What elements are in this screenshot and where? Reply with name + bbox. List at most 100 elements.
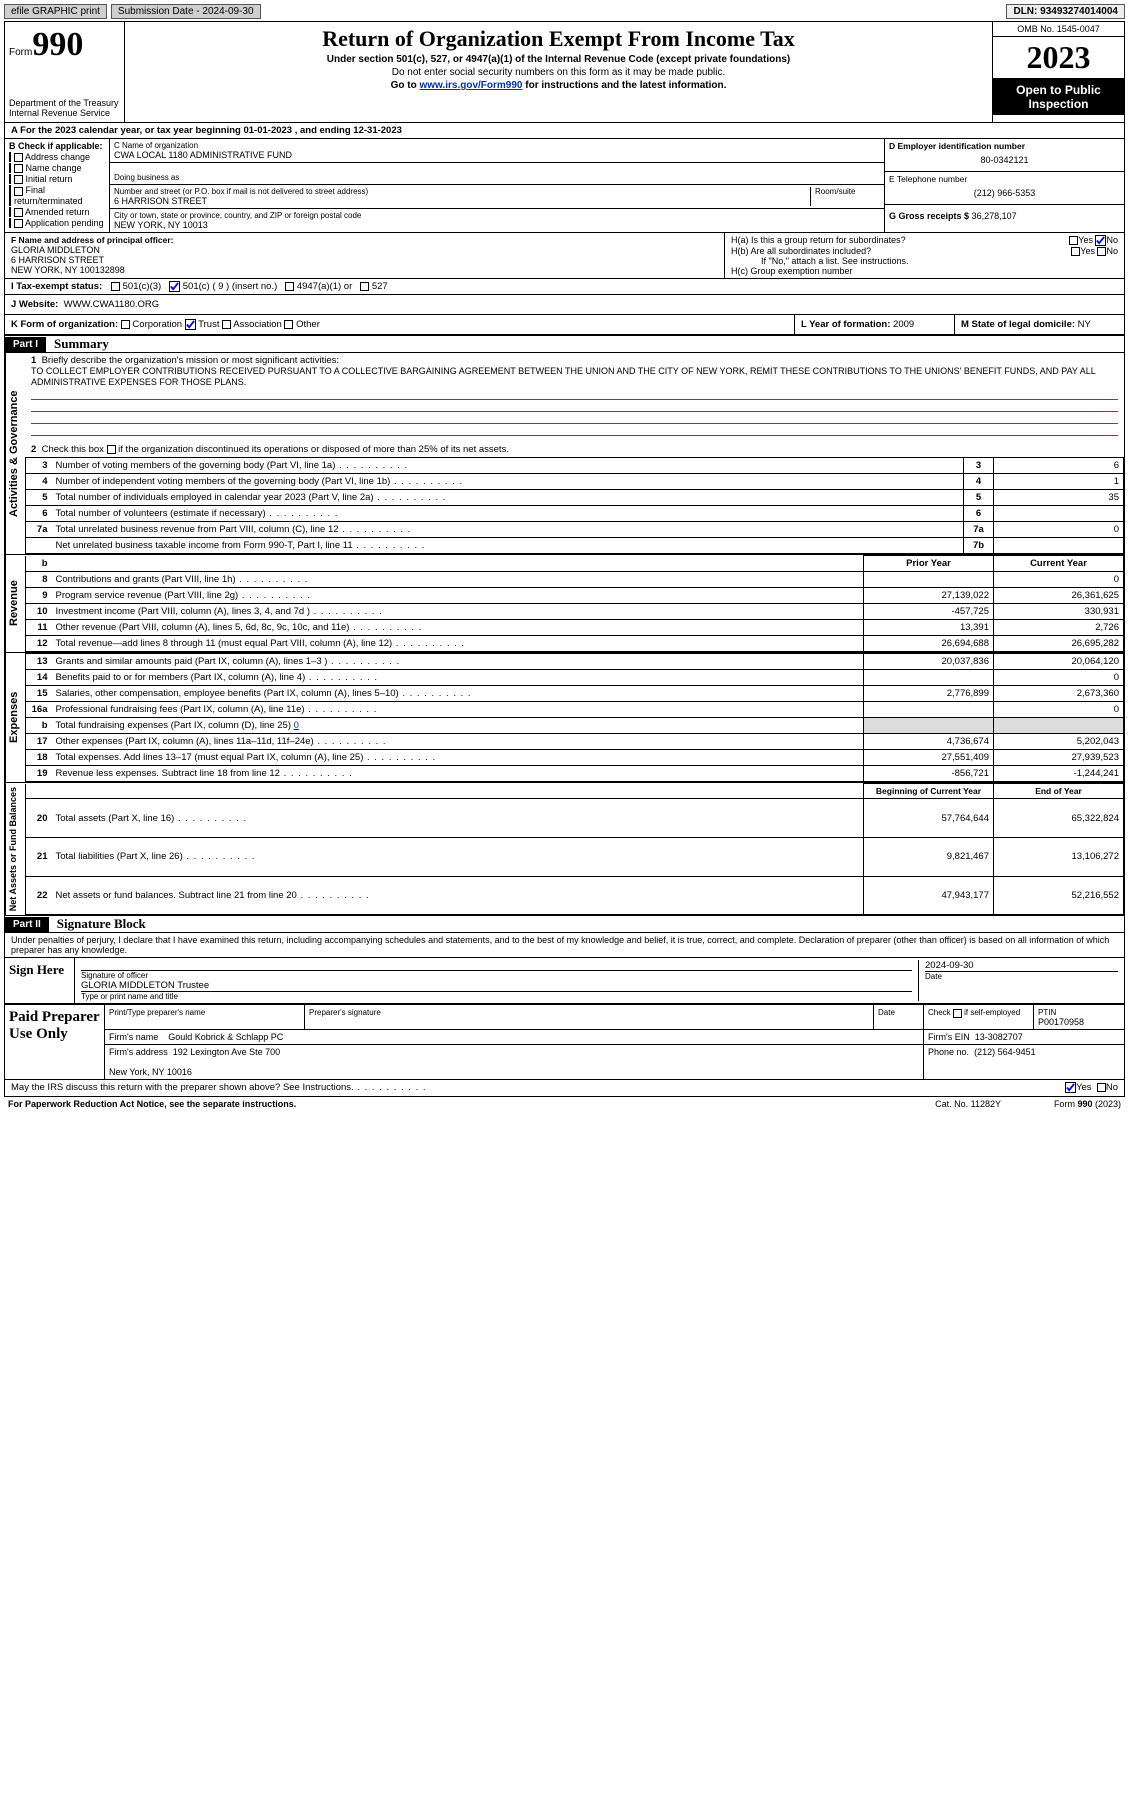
cb-discuss-no[interactable] <box>1097 1083 1106 1092</box>
sig-date-label: Date <box>925 971 1118 981</box>
prep-sig-label: Preparer's signature <box>309 1008 381 1017</box>
table-row: 13Grants and similar amounts paid (Part … <box>26 654 1124 670</box>
cb-app-pending[interactable] <box>14 219 23 228</box>
street-address: 6 HARRISON STREET <box>114 196 810 206</box>
col-begin-year: Beginning of Current Year <box>864 784 994 799</box>
cb-initial-return[interactable] <box>14 175 23 184</box>
box-h-note: If "No," attach a list. See instructions… <box>731 256 1118 266</box>
prep-date-label: Date <box>878 1008 895 1017</box>
pra-notice: For Paperwork Reduction Act Notice, see … <box>8 1099 296 1109</box>
cb-corp[interactable] <box>121 320 130 329</box>
ptin-label: PTIN <box>1038 1008 1056 1017</box>
website: WWW.CWA1180.ORG <box>64 299 160 310</box>
cb-trust[interactable] <box>185 319 196 330</box>
gross-receipts: 36,278,107 <box>972 211 1017 221</box>
sign-here-label: Sign Here <box>5 958 75 1003</box>
vlabel-netassets: Net Assets or Fund Balances <box>5 783 25 915</box>
box-j-label: J Website: <box>11 299 58 310</box>
officer-addr1: 6 HARRISON STREET <box>11 255 718 265</box>
goto-suffix: for instructions and the latest informat… <box>525 80 726 91</box>
telephone: (212) 966-5353 <box>889 184 1120 202</box>
vlabel-revenue: Revenue <box>5 555 25 652</box>
link-16b[interactable]: 0 <box>294 720 299 731</box>
table-row: 10Investment income (Part VIII, column (… <box>26 604 1124 620</box>
box-hb: H(b) Are all subordinates included? <box>731 246 1071 256</box>
lbl-name-change: Name change <box>26 163 82 173</box>
table-row: 14Benefits paid to or for members (Part … <box>26 670 1124 686</box>
type-name-label: Type or print name and title <box>81 991 912 1001</box>
tax-year: 2023 <box>993 37 1124 79</box>
cb-ha-no[interactable] <box>1095 235 1106 246</box>
year-formation: 2009 <box>893 319 914 330</box>
firm-phone: (212) 564-9451 <box>974 1047 1036 1057</box>
table-row: 16aProfessional fundraising fees (Part I… <box>26 702 1124 718</box>
efile-button[interactable]: efile GRAPHIC print <box>4 4 107 19</box>
cb-assoc[interactable] <box>222 320 231 329</box>
table-row: 3Number of voting members of the governi… <box>26 458 1124 474</box>
table-row: 11Other revenue (Part VIII, column (A), … <box>26 620 1124 636</box>
cb-address-change[interactable] <box>14 153 23 162</box>
sig-officer-label: Signature of officer <box>81 970 912 980</box>
phone-label: Phone no. <box>928 1047 969 1057</box>
cat-no: Cat. No. 11282Y <box>935 1099 1001 1109</box>
col-current: Current Year <box>994 556 1124 572</box>
lbl-discuss-no: No <box>1106 1083 1118 1094</box>
table-row: 22Net assets or fund balances. Subtract … <box>26 876 1124 915</box>
lbl-final-return: Final return/terminated <box>14 185 83 205</box>
table-row: 21Total liabilities (Part X, line 26)9,8… <box>26 838 1124 877</box>
lbl-trust: Trust <box>198 319 219 330</box>
row-a: A For the 2023 calendar year, or tax yea… <box>5 123 1124 139</box>
cb-name-change[interactable] <box>14 164 23 173</box>
addr-label: Number and street (or P.O. box if mail i… <box>114 187 810 196</box>
cb-other[interactable] <box>284 320 293 329</box>
cb-self-emp[interactable] <box>953 1009 962 1018</box>
lbl-address-change: Address change <box>25 152 90 162</box>
part2-header: Part II <box>5 917 49 932</box>
cb-amended[interactable] <box>14 208 23 217</box>
line1-label: Briefly describe the organization's miss… <box>42 355 340 366</box>
submission-date: Submission Date - 2024-09-30 <box>111 4 261 19</box>
table-row: 19Revenue less expenses. Subtract line 1… <box>26 766 1124 782</box>
cb-final-return[interactable] <box>14 187 23 196</box>
box-m-label: M State of legal domicile: <box>961 319 1075 330</box>
irs-link[interactable]: www.irs.gov/Form990 <box>419 80 522 91</box>
lbl-other: Other <box>296 319 320 330</box>
subtitle-1: Under section 501(c), 527, or 4947(a)(1)… <box>131 54 986 65</box>
cb-line2[interactable] <box>107 445 116 454</box>
table-row: 8Contributions and grants (Part VIII, li… <box>26 572 1124 588</box>
vlabel-expenses: Expenses <box>5 653 25 782</box>
cb-527[interactable] <box>360 282 369 291</box>
box-e-label: E Telephone number <box>889 174 1120 184</box>
table-row: 15Salaries, other compensation, employee… <box>26 686 1124 702</box>
cb-501c[interactable] <box>169 281 180 292</box>
paid-prep-label: Paid Preparer Use Only <box>5 1005 105 1079</box>
city-label: City or town, state or province, country… <box>114 211 880 220</box>
dept-treasury: Department of the Treasury Internal Reve… <box>9 98 120 118</box>
firm-name-label: Firm's name <box>109 1032 158 1042</box>
lbl-yes: Yes <box>1078 235 1093 245</box>
perjury-text: Under penalties of perjury, I declare th… <box>5 933 1124 958</box>
cb-ha-yes[interactable] <box>1069 236 1078 245</box>
box-c-label: C Name of organization <box>114 141 880 150</box>
netassets-table: Beginning of Current Year End of Year 20… <box>25 783 1124 915</box>
lbl-yes2: Yes <box>1080 246 1095 256</box>
lbl-no2: No <box>1106 246 1118 256</box>
table-row: 4Number of independent voting members of… <box>26 474 1124 490</box>
lbl-amended: Amended return <box>25 207 90 217</box>
firm-addr: 192 Lexington Ave Ste 700 <box>173 1047 280 1057</box>
table-row: 6Total number of volunteers (estimate if… <box>26 506 1124 522</box>
box-d-label: D Employer identification number <box>889 141 1120 151</box>
dln-label: DLN: 93493274014004 <box>1006 4 1125 19</box>
room-label: Room/suite <box>815 187 880 196</box>
line2-label: Check this box if the organization disco… <box>42 444 509 455</box>
cb-hb-yes[interactable] <box>1071 247 1080 256</box>
cb-discuss-yes[interactable] <box>1065 1082 1076 1093</box>
box-g-label: G Gross receipts $ <box>889 211 969 221</box>
table-row: 17Other expenses (Part IX, column (A), l… <box>26 734 1124 750</box>
box-k-label: K Form of organization: <box>11 319 118 330</box>
cb-4947[interactable] <box>285 282 294 291</box>
lbl-assoc: Association <box>233 319 282 330</box>
officer-addr2: NEW YORK, NY 100132898 <box>11 265 718 275</box>
col-prior: Prior Year <box>864 556 994 572</box>
cb-501c3[interactable] <box>111 282 120 291</box>
